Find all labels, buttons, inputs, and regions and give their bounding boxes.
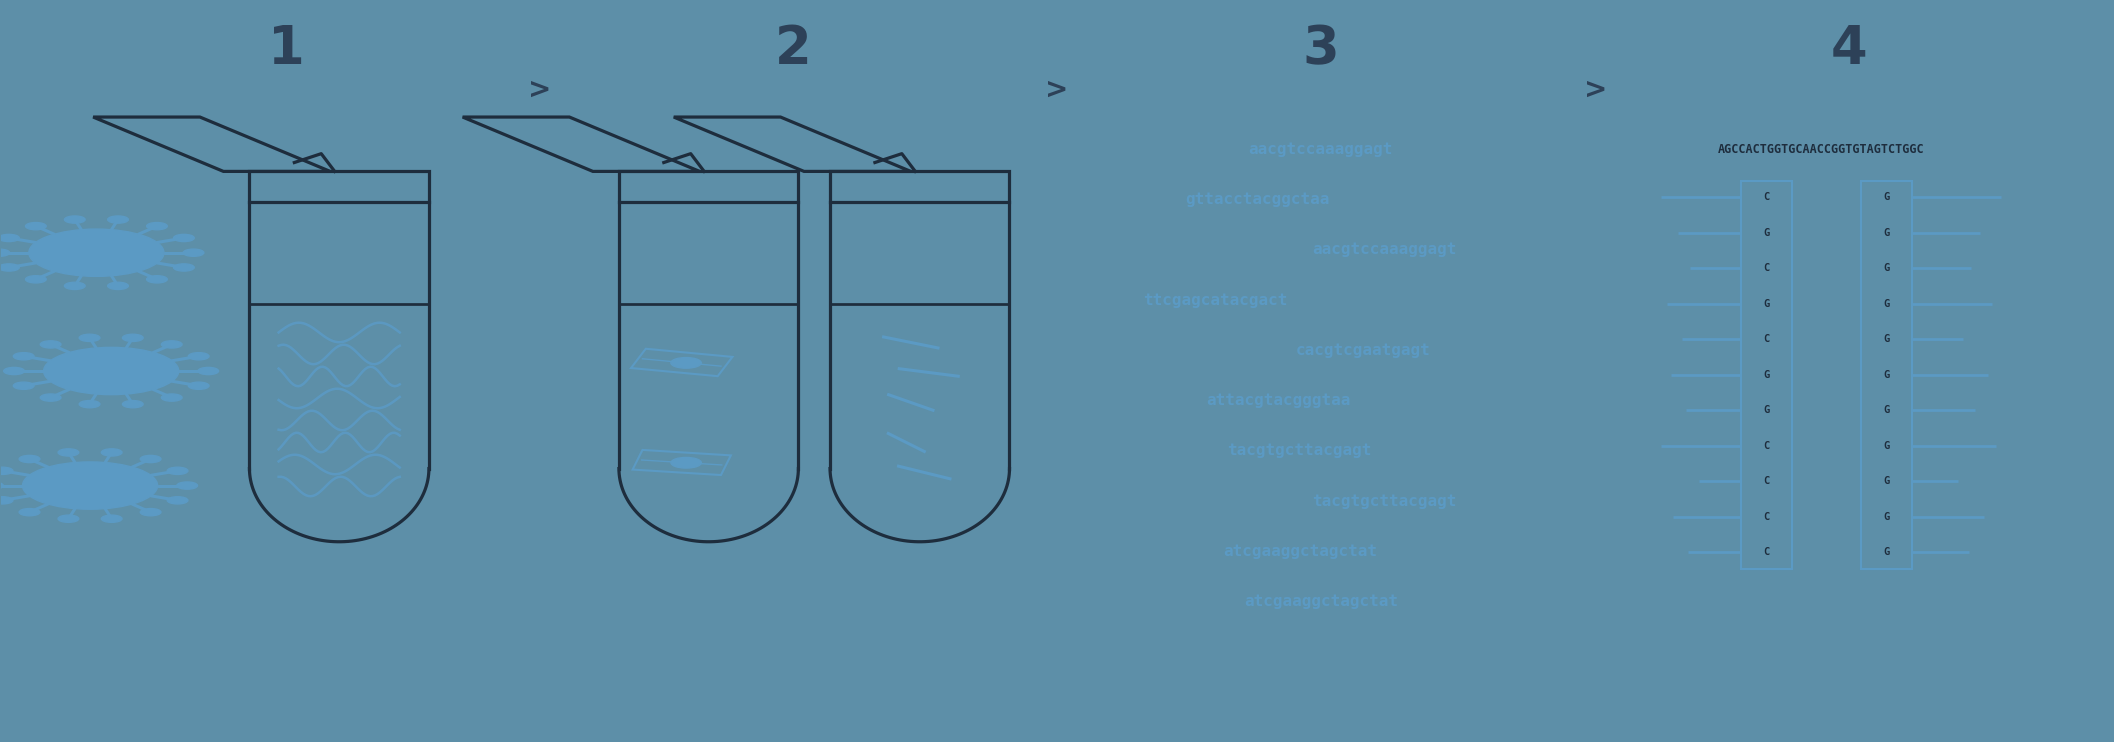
Circle shape bbox=[57, 515, 78, 522]
Circle shape bbox=[108, 216, 129, 223]
Text: atcgaaggctagctat: atcgaaggctagctat bbox=[1222, 544, 1376, 559]
Text: G: G bbox=[1884, 441, 1890, 450]
Text: G: G bbox=[1763, 370, 1769, 380]
Text: C: C bbox=[1763, 476, 1769, 486]
Text: G: G bbox=[1763, 299, 1769, 309]
Circle shape bbox=[0, 496, 13, 504]
Circle shape bbox=[140, 508, 161, 516]
Text: cacgtcgaatgagt: cacgtcgaatgagt bbox=[1296, 343, 1431, 358]
Circle shape bbox=[0, 264, 19, 271]
Text: G: G bbox=[1884, 228, 1890, 237]
Text: G: G bbox=[1884, 334, 1890, 344]
Circle shape bbox=[0, 482, 4, 489]
Text: 4: 4 bbox=[1831, 24, 1867, 76]
Text: G: G bbox=[1884, 512, 1890, 522]
Circle shape bbox=[78, 334, 99, 341]
Circle shape bbox=[178, 482, 197, 489]
Text: G: G bbox=[1884, 192, 1890, 203]
Text: G: G bbox=[1763, 405, 1769, 416]
Circle shape bbox=[161, 394, 182, 401]
Circle shape bbox=[188, 382, 209, 390]
Circle shape bbox=[123, 334, 144, 341]
Text: >: > bbox=[528, 76, 552, 104]
Circle shape bbox=[108, 282, 129, 289]
Circle shape bbox=[146, 223, 167, 230]
Text: C: C bbox=[1763, 192, 1769, 203]
Text: atcgaaggctagctat: atcgaaggctagctat bbox=[1243, 594, 1397, 609]
Circle shape bbox=[13, 352, 34, 360]
Text: >: > bbox=[1583, 76, 1607, 104]
Text: G: G bbox=[1884, 299, 1890, 309]
Circle shape bbox=[13, 382, 34, 390]
Circle shape bbox=[40, 341, 61, 348]
Text: tacgtgcttacgagt: tacgtgcttacgagt bbox=[1313, 493, 1457, 508]
Circle shape bbox=[0, 234, 19, 242]
Circle shape bbox=[101, 449, 123, 456]
Circle shape bbox=[0, 249, 11, 256]
Circle shape bbox=[23, 462, 159, 509]
Circle shape bbox=[167, 467, 188, 474]
Circle shape bbox=[161, 341, 182, 348]
Text: aacgtccaaaggagt: aacgtccaaaggagt bbox=[1313, 243, 1457, 257]
Circle shape bbox=[199, 367, 218, 375]
Circle shape bbox=[4, 367, 25, 375]
Circle shape bbox=[173, 234, 194, 242]
Circle shape bbox=[670, 457, 702, 468]
Circle shape bbox=[57, 449, 78, 456]
Text: gttacctacggctaa: gttacctacggctaa bbox=[1186, 192, 1330, 207]
Text: 2: 2 bbox=[774, 24, 812, 76]
Text: G: G bbox=[1763, 228, 1769, 237]
Text: C: C bbox=[1763, 263, 1769, 273]
Circle shape bbox=[184, 249, 203, 256]
Text: attacgtacgggtaa: attacgtacgggtaa bbox=[1207, 393, 1351, 408]
Text: G: G bbox=[1884, 263, 1890, 273]
Circle shape bbox=[146, 276, 167, 283]
Circle shape bbox=[25, 223, 47, 230]
Circle shape bbox=[167, 496, 188, 504]
Circle shape bbox=[173, 264, 194, 271]
Text: C: C bbox=[1763, 441, 1769, 450]
Circle shape bbox=[78, 401, 99, 408]
Text: G: G bbox=[1884, 370, 1890, 380]
Text: C: C bbox=[1763, 547, 1769, 557]
Text: G: G bbox=[1884, 476, 1890, 486]
Text: aacgtccaaaggagt: aacgtccaaaggagt bbox=[1249, 142, 1393, 157]
Text: tacgtgcttacgagt: tacgtgcttacgagt bbox=[1228, 443, 1372, 459]
Circle shape bbox=[25, 276, 47, 283]
Text: 3: 3 bbox=[1302, 24, 1340, 76]
Circle shape bbox=[19, 456, 40, 462]
Circle shape bbox=[0, 467, 13, 474]
Circle shape bbox=[63, 216, 85, 223]
Circle shape bbox=[30, 229, 165, 276]
Circle shape bbox=[670, 358, 702, 368]
Text: 1: 1 bbox=[268, 24, 304, 76]
Circle shape bbox=[101, 515, 123, 522]
Text: C: C bbox=[1763, 512, 1769, 522]
Circle shape bbox=[188, 352, 209, 360]
Circle shape bbox=[140, 456, 161, 462]
Text: G: G bbox=[1884, 547, 1890, 557]
Circle shape bbox=[40, 394, 61, 401]
Text: >: > bbox=[1044, 76, 1070, 104]
Circle shape bbox=[63, 282, 85, 289]
Text: AGCCACTGGTGCAACCGGTGTAGTCTGGC: AGCCACTGGTGCAACCGGTGTAGTCTGGC bbox=[1719, 142, 1924, 156]
Circle shape bbox=[44, 347, 180, 395]
Text: C: C bbox=[1763, 334, 1769, 344]
Circle shape bbox=[19, 508, 40, 516]
Text: G: G bbox=[1884, 405, 1890, 416]
Circle shape bbox=[123, 401, 144, 408]
Text: ttcgagcatacgact: ttcgagcatacgact bbox=[1144, 292, 1287, 307]
